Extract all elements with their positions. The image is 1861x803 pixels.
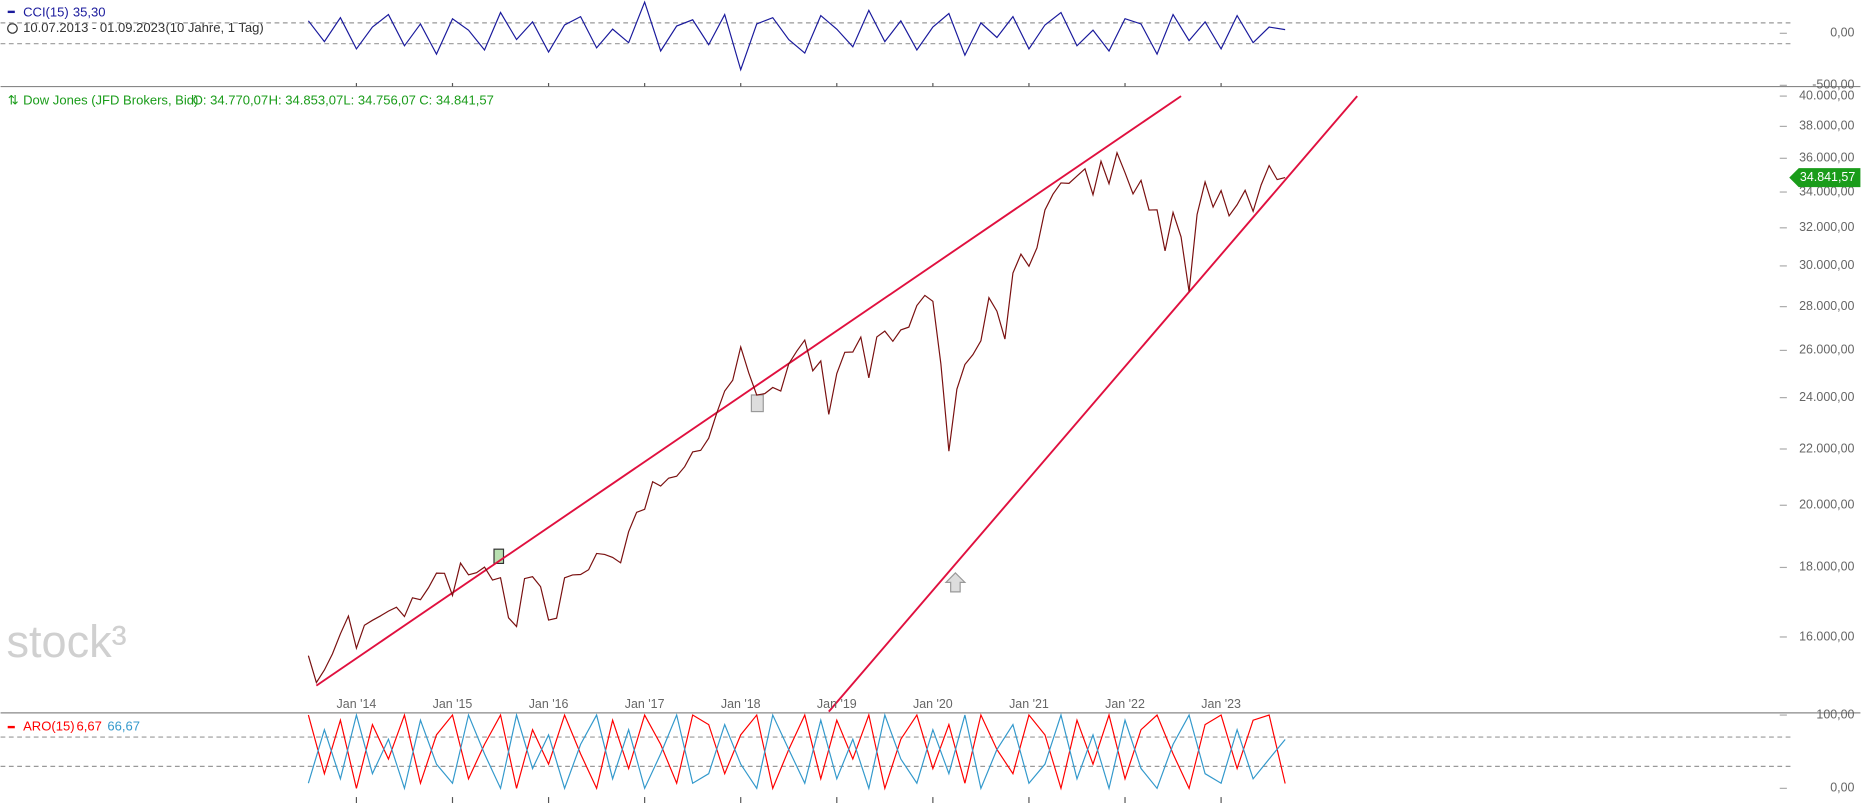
y-tick-label: 20.000,00 — [1799, 498, 1854, 512]
price-line — [307, 150, 1286, 685]
y-tick-label: 28.000,00 — [1799, 299, 1854, 313]
clock-icon — [7, 23, 18, 34]
y-tick-label: 16.000,00 — [1799, 629, 1854, 643]
ohlc: C: 34.841,57 — [419, 92, 494, 107]
price-tag — [1789, 168, 1861, 188]
indicator-line — [307, 712, 1286, 791]
x-tick-label: Jan '22 — [1105, 697, 1145, 711]
x-tick-label: Jan '17 — [625, 697, 665, 711]
price-tag-label: 34.841,57 — [1800, 170, 1855, 184]
indicator-line — [307, 0, 1286, 72]
y-tick-label: 24.000,00 — [1799, 390, 1854, 404]
trendline — [828, 95, 1358, 713]
x-tick-label: Jan '18 — [721, 697, 761, 711]
signal-marker — [493, 548, 505, 564]
ohlc: O: 34.770,07 — [193, 92, 268, 107]
ohlc: L: 34.756,07 — [343, 92, 415, 107]
y-tick-label: 32.000,00 — [1799, 220, 1854, 234]
x-tick-label: Jan '19 — [817, 697, 857, 711]
signal-arrow — [944, 572, 967, 593]
y-tick-label: 34.000,00 — [1799, 184, 1854, 198]
x-tick-label: Jan '20 — [913, 697, 953, 711]
y-tick-label: 38.000,00 — [1799, 119, 1854, 133]
y-tick-label: 100,00 — [1816, 707, 1854, 721]
indicator-value: 66,67 — [107, 719, 140, 734]
trendline — [315, 95, 1182, 687]
y-tick-label: 0,00 — [1830, 781, 1854, 795]
chart-title: Dow Jones (JFD Brokers, Bid) — [23, 92, 198, 107]
legend-swatch — [7, 10, 15, 14]
ohlc: H: 34.853,07 — [269, 92, 344, 107]
indicator-title: CCI(15) — [23, 4, 69, 19]
indicator-value: 35,30 — [73, 4, 106, 19]
y-tick-label: 22.000,00 — [1799, 441, 1854, 455]
y-tick-label: 36.000,00 — [1799, 151, 1854, 165]
y-tick-label: 18.000,00 — [1799, 560, 1854, 574]
watermark: stock³ — [7, 616, 127, 667]
period: (10 Jahre, 1 Tag) — [165, 20, 263, 35]
signal-marker — [750, 394, 764, 413]
y-tick-label: -500,00 — [1812, 78, 1854, 92]
date-range: 10.07.2013 - 01.09.2023 — [23, 20, 165, 35]
x-tick-label: Jan '23 — [1201, 697, 1241, 711]
y-tick-label: 30.000,00 — [1799, 258, 1854, 272]
indicator-value: 6,67 — [76, 719, 101, 734]
y-tick-label: 0,00 — [1830, 26, 1854, 40]
y-tick-label: 40.000,00 — [1799, 88, 1854, 102]
x-tick-label: Jan '21 — [1009, 697, 1049, 711]
x-tick-label: Jan '14 — [337, 697, 377, 711]
x-tick-label: Jan '15 — [433, 697, 473, 711]
chart-icon: ⇅ — [8, 92, 19, 107]
legend-swatch — [7, 725, 15, 729]
y-tick-label: 26.000,00 — [1799, 343, 1854, 357]
indicator-line — [307, 712, 1286, 791]
indicator-title: ARO(15) — [23, 719, 74, 734]
x-tick-label: Jan '16 — [529, 697, 569, 711]
